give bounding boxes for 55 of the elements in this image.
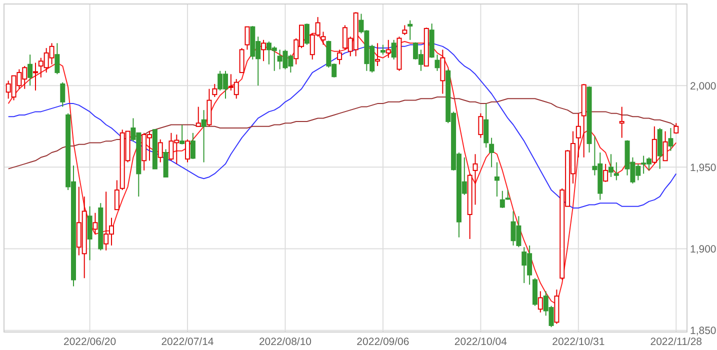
candlestick (92, 212, 98, 235)
candlestick (201, 110, 206, 163)
candlestick (668, 128, 674, 152)
candlestick (304, 23, 310, 46)
candlestick (484, 103, 489, 148)
y-tick-label: 1,850 (690, 325, 716, 338)
x-tick-label: 2022/09/06 (356, 336, 410, 348)
candlestick (239, 48, 244, 74)
candlestick (494, 162, 500, 198)
candlestick (261, 39, 266, 62)
candlestick (380, 44, 386, 56)
candlestick (652, 126, 657, 164)
candlestick (185, 138, 190, 163)
candlestick (500, 190, 505, 208)
candlestick (538, 290, 543, 313)
x-tick-label: 2022/08/10 (258, 336, 312, 348)
x-tick-label: 2022/10/31 (552, 336, 605, 348)
candlestick (576, 112, 581, 158)
candlestick (402, 24, 408, 36)
candlestick (212, 83, 218, 98)
x-tick-label: 2022/11/28 (650, 336, 702, 348)
candlestick (472, 154, 478, 206)
candlestick (54, 42, 60, 75)
candlestick (32, 62, 38, 91)
candlestick (386, 39, 391, 58)
x-tick-label: 2022/10/04 (454, 336, 508, 348)
candlestick (114, 180, 120, 210)
y-tick-label: 1,950 (690, 162, 716, 174)
candlestick (614, 162, 619, 181)
y-tick-label: 1,900 (690, 243, 716, 256)
candlestick (440, 49, 446, 94)
candlestick (180, 124, 185, 145)
candlestick (28, 54, 33, 86)
candlestick (434, 54, 440, 72)
candlestick (391, 39, 396, 60)
candlestick (244, 26, 250, 50)
candlestick (337, 49, 342, 65)
candlestick (608, 154, 614, 178)
candlestick (408, 20, 413, 40)
candlestick (60, 82, 66, 108)
candlestick (158, 138, 163, 163)
candlestick (87, 206, 92, 261)
candlestick (505, 190, 510, 200)
candlestick (603, 163, 608, 182)
x-tick-label: 2022/06/20 (64, 336, 116, 348)
candlestick (196, 106, 201, 127)
candlestick (478, 112, 484, 138)
candlestick (375, 42, 380, 67)
x-tick-label: 2022/07/14 (161, 336, 214, 348)
candlestick (320, 31, 326, 46)
candlestick (190, 132, 196, 160)
y-tick-label: 2,000 (690, 80, 716, 92)
candlestick (619, 106, 624, 138)
candlestick (662, 130, 668, 162)
candlestick (489, 137, 494, 168)
